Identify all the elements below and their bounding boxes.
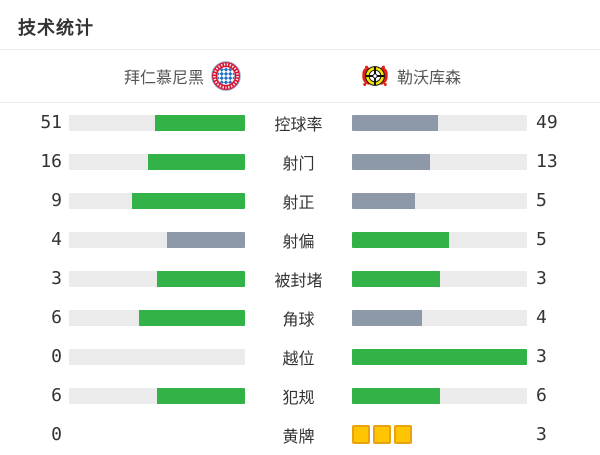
stat-row: 6 角球 4 <box>0 298 600 337</box>
home-bar-fill <box>139 309 245 326</box>
stat-row: 0 越位 3 <box>0 337 600 376</box>
home-value: 0 <box>51 345 62 367</box>
home-bar <box>69 309 245 326</box>
home-bar <box>69 114 245 131</box>
yellow-card-icon <box>352 425 370 444</box>
home-bar <box>69 231 245 248</box>
home-value: 16 <box>40 150 62 172</box>
away-bar <box>352 153 527 170</box>
teams-header: 拜仁慕尼黑 <box>0 50 600 103</box>
home-team-name: 拜仁慕尼黑 <box>123 70 204 87</box>
home-bar <box>69 387 245 404</box>
stat-label: 射门 <box>282 155 315 173</box>
home-value: 9 <box>51 189 62 211</box>
away-value: 13 <box>536 150 558 172</box>
away-value: 3 <box>536 423 547 445</box>
stat-row: 0 黄牌 3 <box>0 415 600 454</box>
stat-label: 黄牌 <box>282 428 315 446</box>
leverkusen-crest-icon <box>360 61 390 91</box>
yellow-cards <box>352 425 527 444</box>
home-bar-fill <box>157 387 245 404</box>
away-value: 5 <box>536 228 547 250</box>
away-bar-fill <box>352 192 415 209</box>
stat-row: 4 射偏 5 <box>0 220 600 259</box>
away-value: 3 <box>536 345 547 367</box>
stat-label: 角球 <box>282 311 315 329</box>
home-bar <box>69 192 245 209</box>
away-bar <box>352 114 527 131</box>
home-team-header: 拜仁慕尼黑 <box>0 61 300 91</box>
stat-row: 3 被封堵 3 <box>0 259 600 298</box>
bayern-crest-icon <box>211 61 241 91</box>
away-bar-fill <box>352 309 422 326</box>
stat-row: 51 控球率 49 <box>0 103 600 142</box>
home-bar-fill <box>147 153 245 170</box>
home-bar-fill <box>155 114 245 131</box>
stat-row: 9 射正 5 <box>0 181 600 220</box>
stat-label: 越位 <box>282 350 315 368</box>
away-bar-fill <box>352 270 440 287</box>
stat-label: 被封堵 <box>274 272 323 290</box>
away-value: 6 <box>536 384 547 406</box>
away-team-name: 勒沃库森 <box>397 70 462 87</box>
title-bar: 技术统计 <box>0 0 600 50</box>
away-team-header: 勒沃库森 <box>300 61 600 91</box>
page-title: 技术统计 <box>18 18 94 38</box>
stats-rows: 51 控球率 49 16 射门 13 9 射正 5 4 射偏 5 3 被封堵 3… <box>0 103 600 454</box>
home-bar <box>69 270 245 287</box>
away-bar <box>352 348 527 365</box>
home-bar <box>69 348 245 365</box>
away-bar <box>352 387 527 404</box>
yellow-card-icon <box>394 425 412 444</box>
away-value: 5 <box>536 189 547 211</box>
away-bar-fill <box>352 114 438 131</box>
stat-label: 控球率 <box>274 116 323 134</box>
away-value: 49 <box>536 111 558 133</box>
away-bar-fill <box>352 348 527 365</box>
home-bar-fill <box>131 192 245 209</box>
away-value: 4 <box>536 306 547 328</box>
away-bar-fill <box>352 153 431 170</box>
home-bar <box>69 427 245 443</box>
stat-label: 犯规 <box>282 389 315 407</box>
stat-label: 射正 <box>282 194 315 212</box>
home-bar-fill <box>157 270 245 287</box>
home-value: 51 <box>40 111 62 133</box>
home-value: 4 <box>51 228 62 250</box>
home-value: 3 <box>51 267 62 289</box>
away-bar-fill <box>352 387 440 404</box>
away-bar <box>352 192 527 209</box>
stat-row: 6 犯规 6 <box>0 376 600 415</box>
away-value: 3 <box>536 267 547 289</box>
stat-label: 射偏 <box>282 233 315 251</box>
home-value: 0 <box>51 423 62 445</box>
home-bar <box>69 153 245 170</box>
home-bar-fill <box>166 231 245 248</box>
away-bar <box>352 309 527 326</box>
home-value: 6 <box>51 306 62 328</box>
away-bar <box>352 231 527 248</box>
stat-row: 16 射门 13 <box>0 142 600 181</box>
home-value: 6 <box>51 384 62 406</box>
away-bar-fill <box>352 231 450 248</box>
away-bar <box>352 270 527 287</box>
yellow-card-icon <box>373 425 391 444</box>
